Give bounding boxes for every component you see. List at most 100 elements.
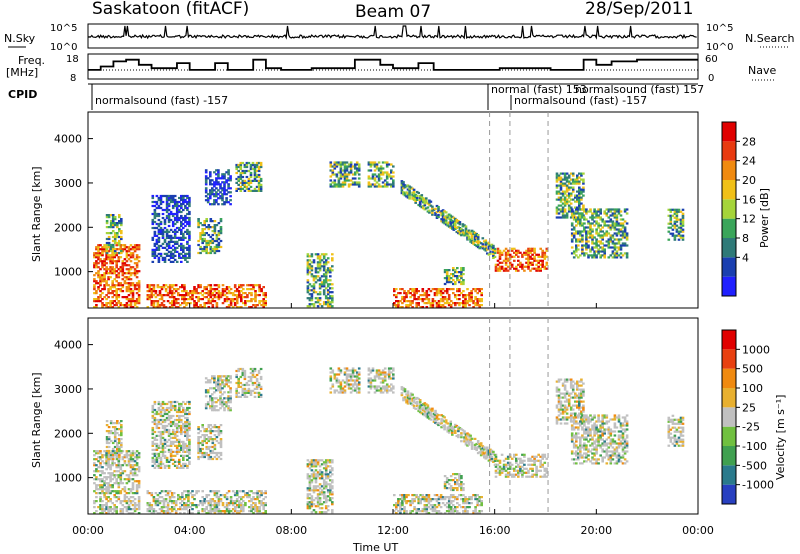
echo-cell <box>117 476 121 479</box>
echo-cell <box>105 454 108 457</box>
echo-cell <box>197 432 200 435</box>
echo-cell <box>203 455 206 459</box>
echo-cell <box>571 180 575 183</box>
echo-cell <box>135 474 139 477</box>
echo-cell <box>165 232 169 235</box>
echo-cell <box>565 188 569 191</box>
echo-cell <box>115 482 118 485</box>
echo-cell <box>377 161 381 164</box>
echo-cell <box>579 240 582 243</box>
echo-cell <box>585 236 588 239</box>
echo-cell <box>235 395 238 398</box>
echo-cell <box>116 438 119 441</box>
echo-cell <box>125 256 129 259</box>
echo-cell <box>426 206 430 209</box>
echo-cell <box>667 214 671 217</box>
echo-cell <box>207 502 211 505</box>
echo-cell <box>460 277 463 280</box>
echo-cell <box>113 304 116 307</box>
echo-cell <box>247 169 251 173</box>
echo-cell <box>400 188 404 191</box>
echo-cell <box>111 249 115 253</box>
echo-cell <box>541 253 544 256</box>
echo-cell <box>152 510 156 513</box>
echo-cell <box>95 486 98 489</box>
echo-cell <box>413 298 416 301</box>
echo-cell <box>109 272 112 275</box>
echo-cell <box>125 454 129 457</box>
echo-cell <box>113 232 117 235</box>
echo-cell <box>441 213 445 216</box>
echo-cell <box>559 178 563 181</box>
echo-cell <box>201 249 204 253</box>
echo-cell <box>151 430 155 434</box>
echo-cell <box>95 484 98 487</box>
echo-cell <box>385 171 389 174</box>
echo-cell <box>150 302 154 305</box>
echo-cell <box>545 267 549 270</box>
echo-cell <box>310 293 314 296</box>
echo-cell <box>151 226 155 230</box>
echo-cell <box>452 224 456 227</box>
echo-cell <box>239 381 243 385</box>
echo-cell <box>486 248 489 251</box>
echo-cell <box>237 377 240 381</box>
echo-cell <box>105 430 109 433</box>
date-label: 28/Sep/2011 <box>585 0 693 19</box>
echo-cell <box>437 288 441 291</box>
echo-cell <box>229 203 232 206</box>
echo-cell <box>163 426 167 430</box>
echo-cell <box>215 191 218 194</box>
echo-cell <box>97 456 100 459</box>
echo-cell <box>246 284 249 287</box>
echo-cell <box>151 414 155 418</box>
echo-cell <box>169 252 173 255</box>
echo-cell <box>392 181 395 184</box>
echo-cell <box>418 197 422 200</box>
echo-cell <box>397 306 400 309</box>
echo-cell <box>209 407 212 410</box>
echo-cell <box>105 266 108 269</box>
echo-cell <box>184 246 187 249</box>
echo-cell <box>201 490 204 493</box>
echo-cell <box>93 256 96 259</box>
echo-cell <box>169 210 173 214</box>
echo-cell <box>113 272 116 275</box>
echo-cell <box>422 197 425 200</box>
echo-cell <box>458 231 462 234</box>
echo-cell <box>165 194 169 198</box>
echo-cell <box>456 290 459 293</box>
echo-cell <box>456 267 459 270</box>
echo-cell <box>201 298 204 301</box>
echo-cell <box>131 300 135 303</box>
echo-cell <box>207 500 211 503</box>
echo-cell <box>607 216 611 219</box>
echo-cell <box>178 200 181 204</box>
echo-cell <box>169 250 173 253</box>
echo-cell <box>169 458 173 461</box>
echo-cell <box>262 498 265 501</box>
echo-cell <box>188 196 191 200</box>
echo-cell <box>242 506 245 509</box>
echo-cell <box>165 402 169 406</box>
echo-cell <box>127 474 131 477</box>
echo-cell <box>561 172 565 175</box>
echo-cell <box>103 510 106 513</box>
echo-cell <box>458 290 461 293</box>
echo-cell <box>169 212 173 216</box>
echo-cell <box>184 218 187 222</box>
echo-cell <box>159 198 163 202</box>
echo-cell <box>437 292 441 295</box>
echo-cell <box>599 218 602 221</box>
echo-cell <box>262 298 265 301</box>
echo-cell <box>318 285 322 288</box>
echo-cell <box>355 163 359 166</box>
echo-cell <box>188 200 191 204</box>
echo-cell <box>191 294 194 297</box>
echo-cell <box>225 288 229 291</box>
echo-cell <box>115 302 118 305</box>
echo-cell <box>443 269 447 272</box>
echo-cell <box>170 296 174 299</box>
echo-cell <box>227 379 230 382</box>
echo-cell <box>235 490 239 493</box>
